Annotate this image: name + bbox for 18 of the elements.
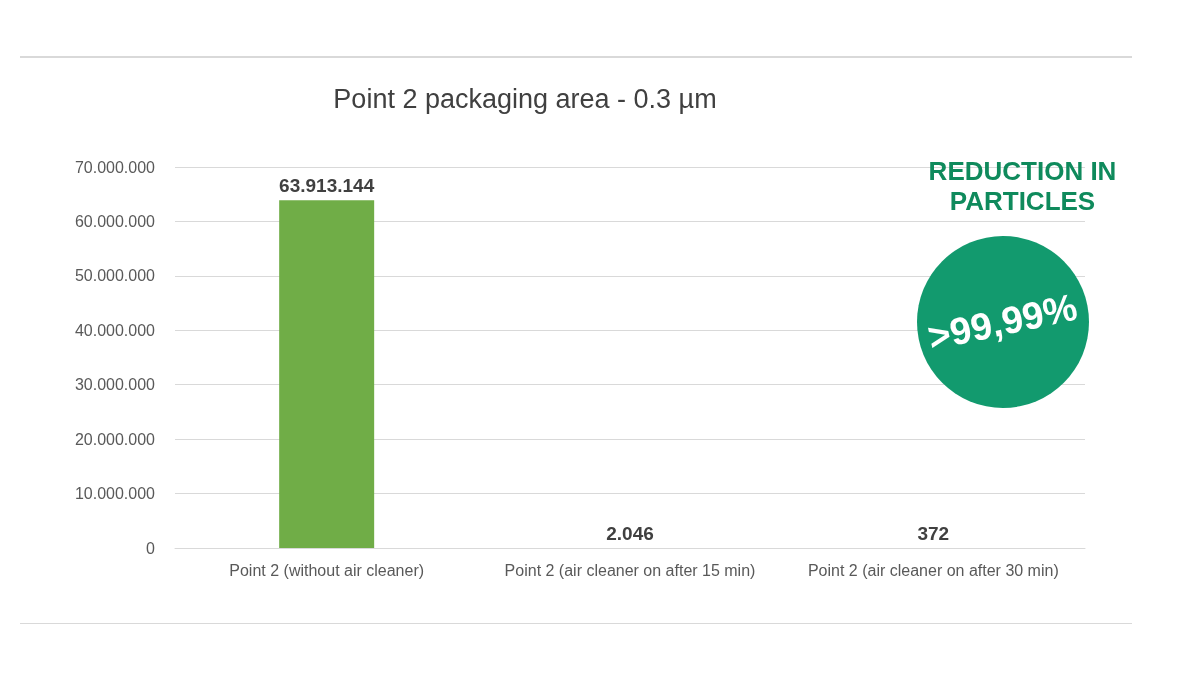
y-tick-label: 40.000.000 [74,321,156,339]
data-label: 63.913.144 [279,175,375,197]
y-tick-label: 60.000.000 [74,212,156,230]
annotation: >99,99% [924,285,1082,359]
x-tick-label: Point 2 (air cleaner on after 15 min) [504,561,756,579]
y-tick-label: 50.000.000 [74,267,156,285]
chart-title: Point 2 packaging area - 0.3 µm [333,83,717,114]
x-tick-label: Point 2 (without air cleaner) [229,561,425,579]
y-tick-label: 0 [146,539,156,557]
data-label: 372 [917,523,950,544]
data-label: 2.046 [606,522,654,544]
y-tick-label: 70.000.000 [74,158,156,176]
annotation: REDUCTION IN PARTICLES [927,156,1118,216]
circle-badge: >99,99% [917,236,1089,408]
y-tick-label: 20.000.000 [74,430,156,448]
y-tick-label: 30.000.000 [74,376,156,394]
y-tick-label: 10.000.000 [74,485,156,503]
x-tick-label: Point 2 (air cleaner on after 30 min) [807,561,1059,579]
